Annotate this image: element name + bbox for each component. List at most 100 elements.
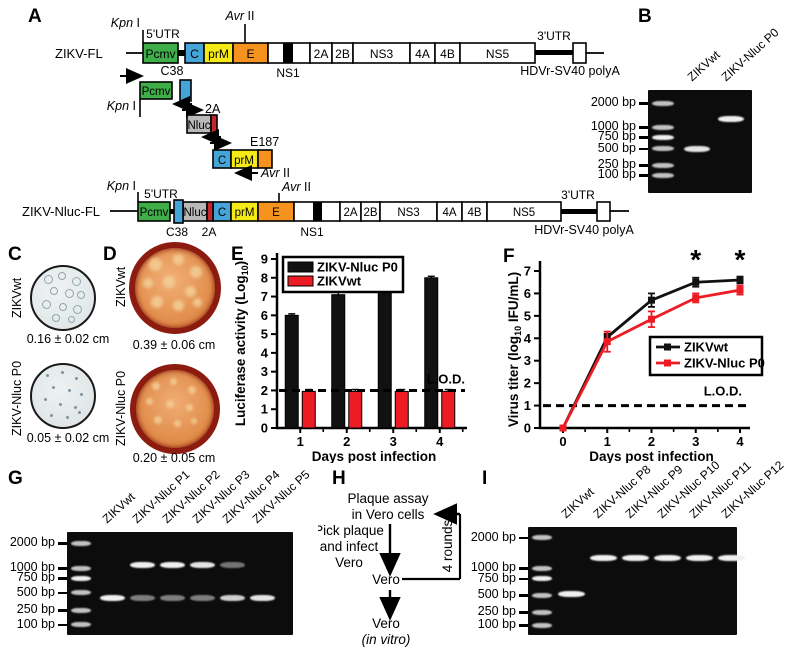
dna-band	[99, 594, 125, 601]
plaque-spot	[173, 300, 184, 311]
ladder-tick	[639, 164, 648, 167]
ladder-label: 1000 bp	[470, 560, 516, 575]
bar-zikv-nluc-p0-d4	[424, 277, 439, 429]
bar-zikvwt-d1	[301, 390, 316, 429]
segment-2a-label: 2A	[314, 47, 329, 61]
well-label-zikvwt: ZIKVwt	[10, 277, 24, 319]
utr3-label: 3'UTR	[537, 29, 571, 43]
plaque-spot	[173, 254, 184, 265]
segment-ns5-label: NS5	[486, 47, 510, 61]
plaque-spot	[44, 275, 53, 284]
y-tick-label: 2	[524, 376, 531, 391]
y-tick-label: 2	[261, 383, 268, 398]
dna-band	[189, 561, 215, 568]
plaque-spot	[68, 389, 71, 392]
ns1-label-bottom: NS1	[300, 225, 324, 239]
focus-plate-nluc-p0	[130, 364, 220, 454]
dna-band	[685, 555, 713, 562]
plaque-spot	[59, 303, 67, 311]
x-tick-label: 3	[390, 434, 397, 449]
ladder-tick	[639, 126, 648, 129]
y-axis-title: Virus titer (log10 IFU/mL)	[508, 272, 523, 427]
segment-pcmv-label: Pcmv	[146, 47, 176, 61]
dna-band	[621, 555, 649, 562]
ladder-tick	[519, 536, 528, 540]
segment-e-label: E	[246, 47, 254, 61]
dna-band	[589, 555, 617, 562]
y-tick-label: 0	[524, 421, 531, 436]
y-tick-label: 5	[524, 308, 531, 323]
x-tick-label: 4	[436, 434, 444, 449]
utr5-connector-b	[170, 209, 175, 214]
x-tick-label: 2	[343, 434, 350, 449]
utr5-connector	[178, 50, 185, 56]
ladder-tick	[639, 136, 648, 139]
node-vero-mid: Vero	[372, 572, 400, 587]
plaque-spot	[52, 386, 55, 389]
plaque-spot	[65, 289, 74, 298]
ladder-tick	[519, 624, 528, 627]
gel-image	[648, 90, 752, 193]
plaque-spot	[74, 406, 77, 409]
focus-plate-zikvwt	[129, 242, 221, 334]
y-tick-label: 4	[524, 331, 532, 346]
node-in-vitro: (in vitro)	[362, 632, 411, 647]
gel-image	[67, 532, 293, 635]
ladder-band	[652, 162, 674, 168]
ladder-label: 100 bp	[597, 167, 636, 182]
segment-4a-label: 4A	[415, 47, 430, 61]
plaque-spot	[163, 276, 175, 288]
ladder-label: 500 bp	[597, 140, 636, 155]
utr5-label: 5'UTR	[146, 27, 180, 41]
b-segment-c-label: C	[218, 207, 226, 219]
ladder-label: 2000 bp	[470, 529, 516, 544]
ladder-label: 250 bp	[477, 604, 516, 619]
plaque-spot	[151, 296, 163, 308]
lane-label: ZIKVwt	[99, 489, 138, 526]
step-plaque-assay-1: Plaque assay	[347, 491, 428, 506]
plaque-spot	[149, 258, 162, 271]
b-segment-prm-label: prM	[235, 207, 255, 219]
b-segment-4a-label: 4A	[442, 207, 456, 219]
dna-band	[718, 115, 744, 122]
plaque-well-nluc-p0	[30, 363, 96, 429]
plaque-spot	[80, 393, 83, 396]
ladder-tick	[58, 623, 67, 627]
plaque-spot	[154, 416, 162, 424]
utr5-label-bottom: 5'UTR	[144, 187, 178, 201]
ladder-tick	[58, 577, 67, 580]
ladder-tick	[519, 567, 528, 570]
ladder-band	[532, 565, 552, 571]
dna-band	[557, 590, 585, 597]
dna-band	[684, 145, 710, 152]
ns1-marker-band	[283, 43, 293, 63]
plate-label-nluc-p0: ZIKV-Nluc P0	[114, 370, 128, 446]
data-point	[692, 294, 700, 302]
plaque-spot	[188, 386, 196, 394]
y-tick-label: 7	[524, 264, 531, 279]
ladder-tick	[58, 591, 67, 595]
ladder-label: 750 bp	[477, 570, 516, 585]
plaque-spot	[170, 378, 177, 385]
frag-pcmv	[139, 81, 173, 100]
segment-c-label: C	[190, 47, 199, 61]
legend-swatch-nluc	[287, 261, 314, 273]
utr3-line	[535, 50, 573, 55]
ladder-band	[532, 535, 552, 541]
avrii-site-mid: Avr II	[260, 166, 290, 180]
lod-label: L.O.D.	[427, 371, 465, 386]
legend-label-wt: ZIKVwt	[317, 274, 362, 289]
data-point	[692, 278, 700, 286]
panel-label-g: G	[8, 468, 23, 489]
ladder-band	[652, 172, 674, 178]
ladder-label: 750 bp	[597, 129, 636, 144]
frag-c-label: C	[218, 155, 226, 167]
dna-band	[129, 561, 155, 568]
ladder-tick	[58, 609, 67, 612]
y-tick-label: 6	[524, 286, 531, 301]
step-pick-plaque-1: Pick plaque	[318, 523, 384, 538]
b-segment-hdvr	[596, 201, 611, 222]
